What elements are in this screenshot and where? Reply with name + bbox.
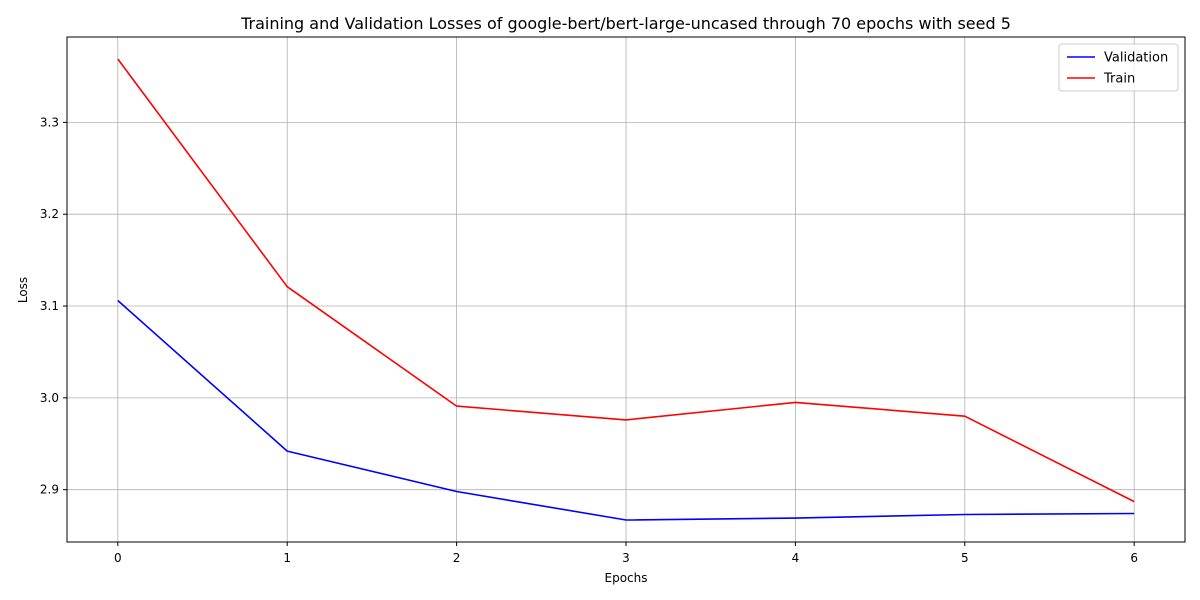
x-tick-label: 4 bbox=[792, 551, 800, 565]
x-tick-label: 1 bbox=[283, 551, 291, 565]
chart-title: Training and Validation Losses of google… bbox=[240, 14, 1011, 33]
series-lines bbox=[117, 58, 1135, 521]
legend-label: Train bbox=[1103, 72, 1135, 87]
legend-label: Validation bbox=[1104, 51, 1168, 66]
x-tick-label: 5 bbox=[961, 551, 969, 565]
legend-box bbox=[1058, 43, 1179, 92]
x-tick-label: 3 bbox=[622, 551, 630, 565]
x-axis: 0 1 2 3 4 5 6 bbox=[114, 542, 1138, 565]
x-tick-label: 2 bbox=[453, 551, 461, 565]
y-tick-label: 2.9 bbox=[40, 483, 59, 497]
y-tick-label: 3.3 bbox=[40, 115, 59, 129]
y-tick-label: 3.0 bbox=[40, 391, 59, 405]
grid bbox=[67, 37, 1185, 542]
y-tick-label: 3.2 bbox=[40, 207, 59, 221]
x-tick-label: 6 bbox=[1130, 551, 1138, 565]
y-axis-title: Loss bbox=[16, 277, 30, 303]
series-line-validation bbox=[117, 299, 1135, 521]
series-line-train bbox=[117, 58, 1135, 503]
legend: Validation Train bbox=[1058, 43, 1179, 92]
y-axis: 2.9 3.0 3.1 3.2 3.3 bbox=[40, 115, 67, 497]
x-tick-label: 0 bbox=[114, 551, 122, 565]
x-axis-title: Epochs bbox=[605, 571, 648, 585]
y-tick-label: 3.1 bbox=[40, 299, 59, 313]
